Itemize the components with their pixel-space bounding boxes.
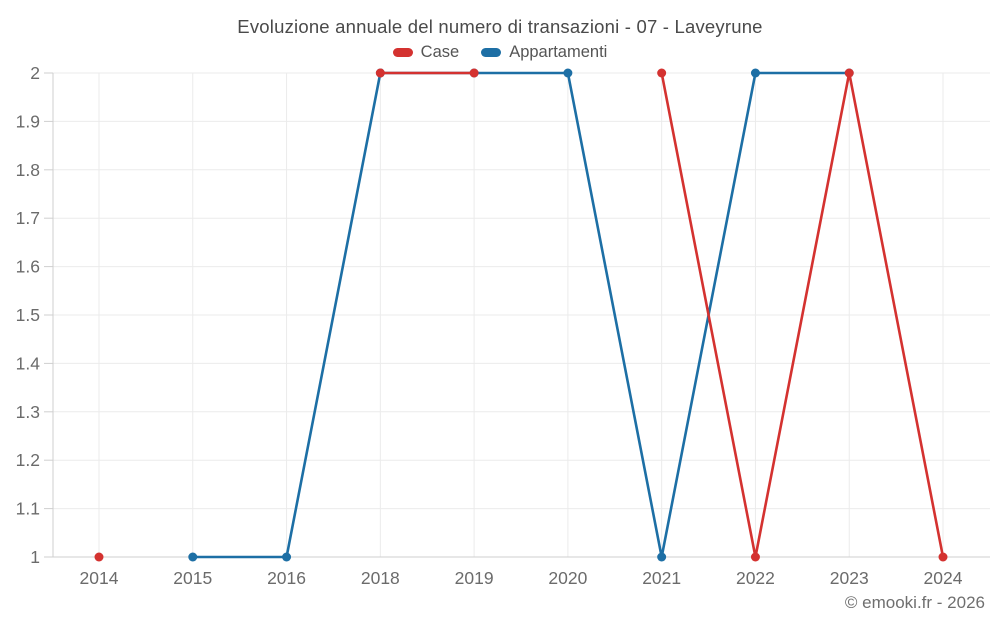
- data-point-case-2024[interactable]: [938, 552, 948, 562]
- legend-item-case[interactable]: Case: [392, 43, 460, 62]
- x-axis-label: 2021: [642, 568, 681, 588]
- y-axis-label: 2: [30, 63, 40, 83]
- data-point-case-2019[interactable]: [469, 68, 479, 78]
- series-line-case: [660, 71, 945, 559]
- legend: Case Appartamenti: [0, 43, 1000, 62]
- data-point-case-2021[interactable]: [657, 68, 667, 78]
- appartamenti-series-swatch-icon: [481, 48, 502, 57]
- x-axis-label: 2020: [548, 568, 587, 588]
- data-point-appartamenti-2015[interactable]: [188, 552, 198, 562]
- data-point-case-2023[interactable]: [844, 68, 854, 78]
- x-axis-label: 2019: [455, 568, 494, 588]
- copyright-watermark: © emooki.fr - 2026: [844, 593, 985, 612]
- y-axis-label: 1: [30, 547, 40, 567]
- x-axis-label: 2016: [267, 568, 306, 588]
- y-axis-label: 1.1: [16, 499, 40, 519]
- data-point-appartamenti-2016[interactable]: [282, 552, 292, 562]
- data-point-appartamenti-2020[interactable]: [563, 68, 573, 78]
- y-axis-label: 1.3: [16, 402, 40, 422]
- data-point-appartamenti-2022[interactable]: [750, 68, 760, 78]
- case-series-swatch-icon: [392, 48, 413, 57]
- chart-title: Evoluzione annuale del numero di transaz…: [237, 16, 763, 37]
- y-axis-label: 1.9: [16, 111, 40, 131]
- y-axis-label: 1.5: [16, 305, 40, 325]
- data-point-case-2018[interactable]: [375, 68, 385, 78]
- x-axis-label: 2015: [173, 568, 212, 588]
- legend-label-case: Case: [420, 43, 460, 61]
- x-axis-label: 2014: [80, 568, 119, 588]
- y-axis-label: 1.6: [16, 257, 40, 277]
- data-point-case-2014[interactable]: [94, 552, 104, 562]
- y-axis-label: 1.4: [16, 353, 41, 373]
- y-axis-label: 1.7: [16, 208, 40, 228]
- x-axis-label: 2022: [736, 568, 775, 588]
- y-axis-label: 1.2: [16, 450, 40, 470]
- data-point-appartamenti-2021[interactable]: [657, 552, 667, 562]
- x-axis-label: 2018: [361, 568, 400, 588]
- y-axis-label: 1.8: [16, 160, 40, 180]
- x-axis-label: 2023: [830, 568, 869, 588]
- series-line-appartamenti: [191, 71, 851, 559]
- data-point-case-2022[interactable]: [750, 552, 760, 562]
- legend-label-appartamenti: Appartamenti: [509, 43, 608, 61]
- legend-item-appartamenti[interactable]: Appartamenti: [481, 43, 607, 62]
- x-axis-label: 2024: [924, 568, 963, 588]
